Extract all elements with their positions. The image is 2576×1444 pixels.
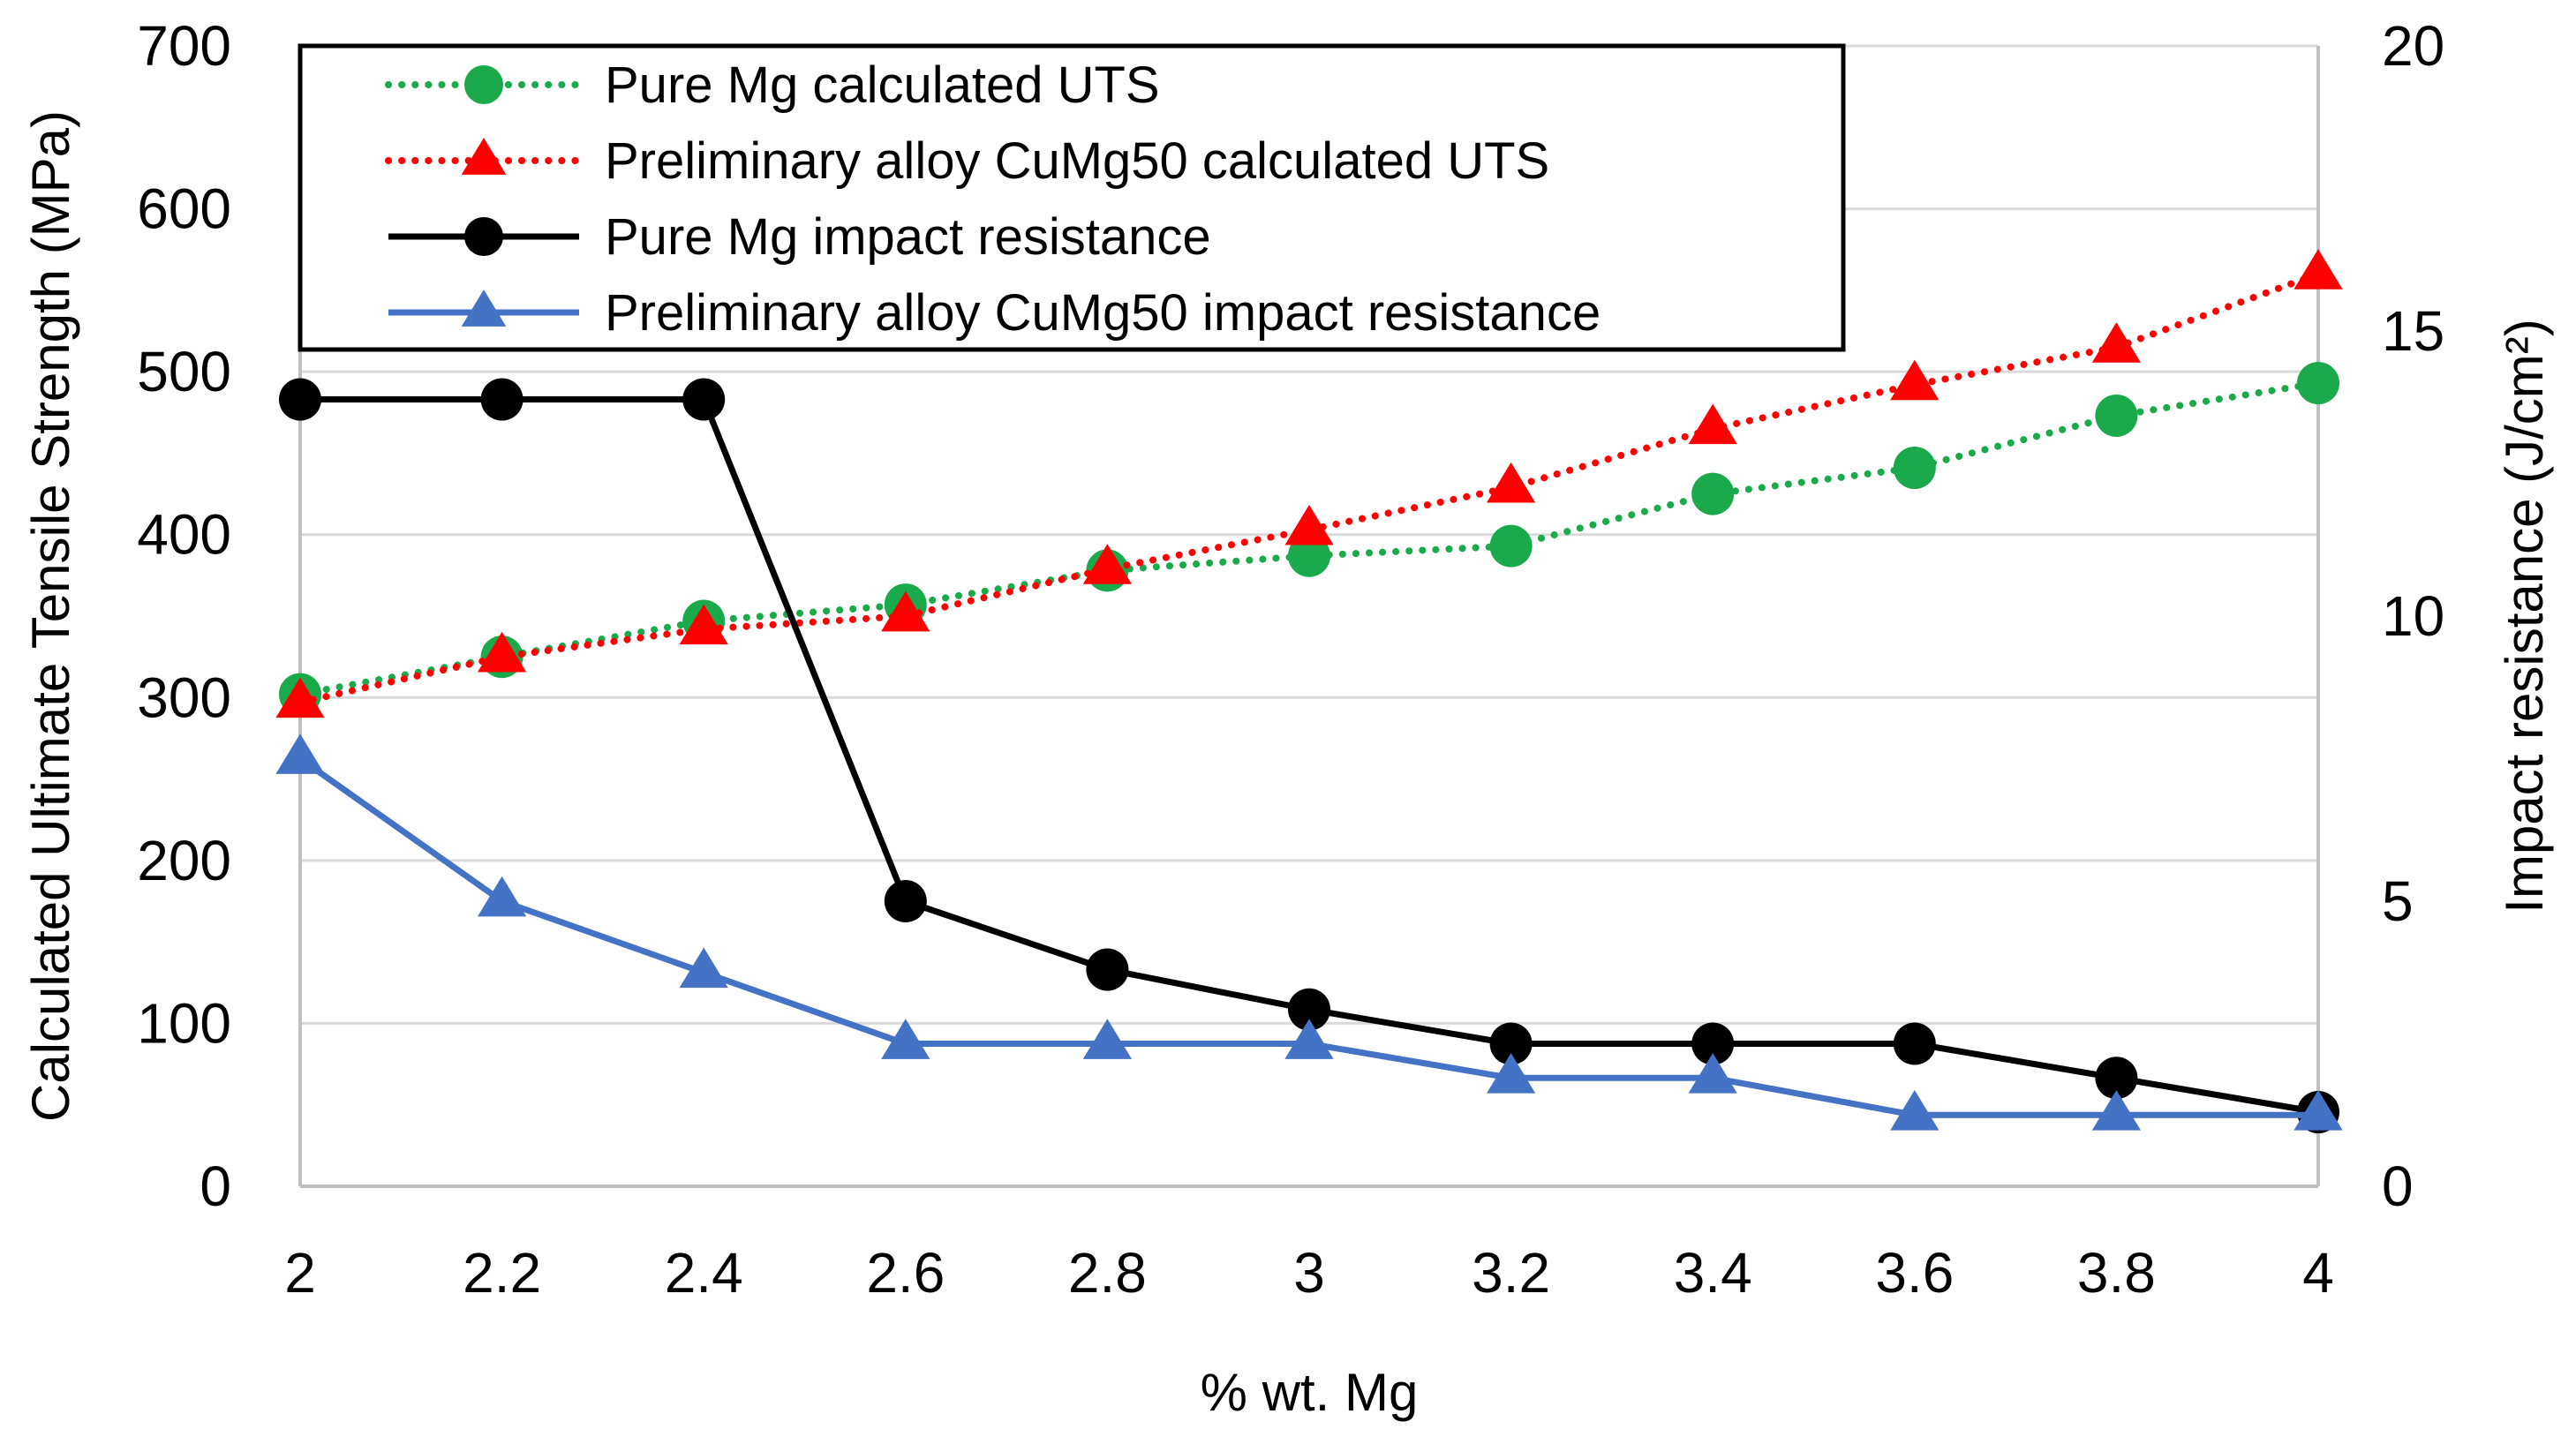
data-point — [1288, 988, 1330, 1031]
data-point — [275, 677, 325, 718]
data-point — [1893, 447, 1936, 490]
x-tick-label: 3 — [1293, 1241, 1325, 1305]
data-point — [1691, 472, 1735, 515]
data-point — [2095, 1057, 2138, 1100]
y2-tick-label: 0 — [2382, 1154, 2414, 1218]
y-tick-label: 200 — [137, 829, 231, 892]
data-point — [1288, 534, 1330, 577]
data-point — [2091, 322, 2141, 363]
x-tick-label: 2.2 — [463, 1241, 541, 1305]
y-tick-label: 0 — [200, 1154, 231, 1218]
legend-marker-3 — [464, 217, 503, 256]
series-2 — [275, 249, 2343, 718]
x-tick-label: 2.4 — [665, 1241, 743, 1305]
x-axis-ticks: 2 2.2 2.4 2.6 2.8 3 3.2 3.4 3.6 3.8 4 — [284, 1241, 2334, 1305]
data-point — [1893, 1022, 1936, 1065]
legend-label-3: Pure Mg impact resistance — [605, 208, 1211, 266]
x-tick-label: 2.8 — [1068, 1241, 1147, 1305]
data-point — [884, 880, 927, 922]
y-axis-ticks: 0 100 200 300 400 500 600 700 — [137, 14, 231, 1218]
series-layer — [275, 249, 2343, 1134]
y-tick-label: 100 — [137, 991, 231, 1055]
data-point — [480, 378, 523, 421]
series-4 — [275, 733, 2343, 1131]
series-3 — [279, 378, 2339, 1134]
data-point — [679, 604, 728, 645]
y2-axis-ticks: 0 5 10 15 20 — [2382, 14, 2444, 1218]
y2-axis-title: Impact resistance (J/cm²) — [2495, 319, 2554, 913]
y2-tick-label: 20 — [2382, 14, 2444, 78]
data-point — [279, 378, 321, 421]
data-point — [1082, 1019, 1132, 1059]
x-tick-label: 3.6 — [1875, 1241, 1954, 1305]
data-point — [1890, 1089, 1940, 1131]
data-point — [682, 378, 726, 421]
x-tick-label: 3.2 — [1472, 1241, 1550, 1305]
data-point — [1489, 1022, 1533, 1065]
legend-marker-4 — [461, 290, 507, 327]
y-tick-label: 700 — [137, 14, 231, 78]
data-point — [679, 947, 728, 989]
legend-marker-2 — [461, 138, 507, 175]
data-point — [1890, 359, 1940, 401]
data-point — [881, 590, 930, 632]
x-tick-label: 4 — [2302, 1241, 2334, 1305]
legend: Pure Mg calculated UTS Preliminary alloy … — [298, 43, 1846, 352]
y-tick-label: 600 — [137, 177, 231, 241]
data-point — [1487, 1052, 1536, 1094]
data-point — [2091, 1089, 2141, 1131]
data-point — [2294, 249, 2343, 290]
y-axis-title: Calculated Ultimate Tensile Strength (MP… — [21, 110, 80, 1122]
data-point — [2294, 1089, 2343, 1131]
data-point — [1284, 504, 1334, 545]
y2-tick-label: 15 — [2382, 299, 2444, 363]
data-point — [1691, 1022, 1735, 1065]
data-point — [478, 631, 527, 673]
data-point — [1487, 462, 1536, 503]
series-line — [297, 380, 2322, 698]
y-tick-label: 400 — [137, 503, 231, 567]
data-point — [1688, 1052, 1737, 1094]
data-point — [478, 876, 527, 917]
x-tick-label: 2 — [284, 1241, 316, 1305]
y-tick-label: 500 — [137, 340, 231, 403]
x-tick-label: 3.8 — [2077, 1241, 2156, 1305]
legend-label-4: Preliminary alloy CuMg50 impact resistan… — [605, 284, 1601, 342]
data-point — [1688, 403, 1737, 445]
data-point — [2095, 394, 2138, 437]
x-axis-title: % wt. Mg — [1201, 1363, 1419, 1422]
data-point — [2297, 362, 2339, 405]
y-tick-label: 300 — [137, 666, 231, 729]
data-point — [881, 1019, 930, 1059]
legend-marker-1 — [464, 65, 503, 104]
y2-tick-label: 5 — [2382, 869, 2414, 933]
data-point — [1284, 1019, 1334, 1059]
data-point — [1082, 544, 1132, 584]
legend-box — [298, 43, 1846, 352]
x-tick-label: 3.4 — [1674, 1241, 1752, 1305]
legend-label-2: Preliminary alloy CuMg50 calculated UTS — [605, 132, 1549, 190]
legend-label-1: Pure Mg calculated UTS — [605, 56, 1160, 114]
data-point — [275, 733, 325, 774]
y2-tick-label: 10 — [2382, 584, 2444, 648]
data-point — [1489, 524, 1533, 568]
data-point — [1086, 948, 1129, 991]
x-tick-label: 2.6 — [866, 1241, 945, 1305]
